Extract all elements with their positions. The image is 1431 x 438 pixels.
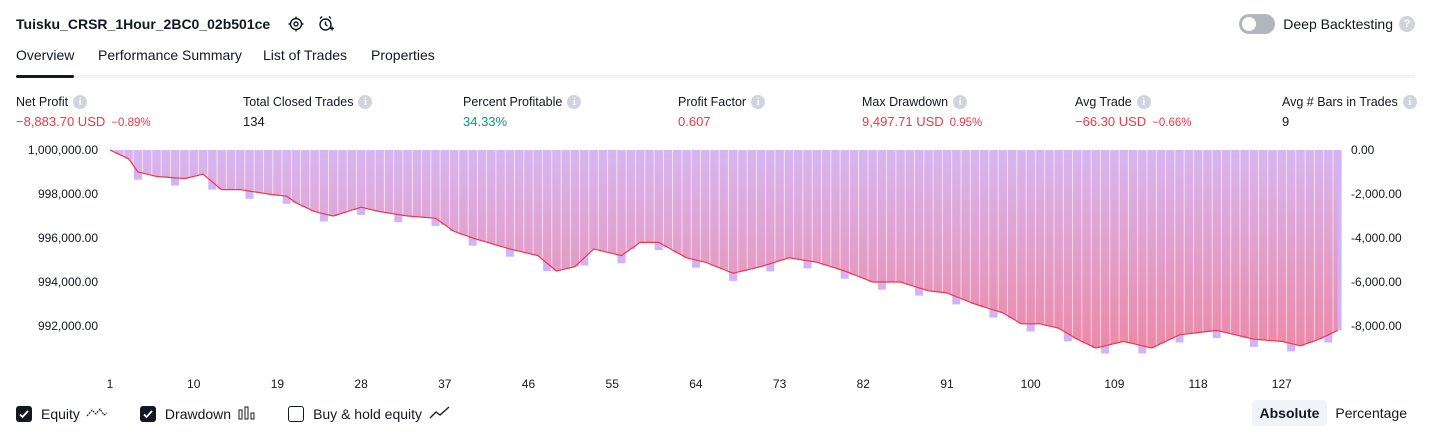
- info-icon[interactable]: i: [567, 95, 582, 109]
- stat-value: 134: [243, 114, 265, 129]
- help-icon[interactable]: ?: [1399, 16, 1415, 32]
- tab-list-of-trades[interactable]: List of Trades: [263, 47, 348, 63]
- right-axis-tick: -4,000.00: [1351, 231, 1402, 245]
- info-icon[interactable]: i: [358, 95, 373, 109]
- chart-legend: Equity Drawdown Buy & hold equity: [16, 403, 483, 425]
- info-icon[interactable]: i: [73, 95, 88, 109]
- x-axis-tick: 100: [1021, 377, 1041, 391]
- stat-label: Avg Trade: [1075, 95, 1132, 109]
- buy-hold-checkbox[interactable]: [288, 406, 305, 422]
- info-icon[interactable]: i: [751, 95, 766, 109]
- stat-percent: −0.89%: [111, 117, 151, 129]
- legend-label: Equity: [41, 406, 80, 422]
- stat-label: Max Drawdown: [862, 95, 949, 109]
- scale-mode-toggle: Absolute Percentage: [1251, 400, 1416, 426]
- x-axis-tick: 73: [773, 377, 787, 391]
- drawdown-checkbox[interactable]: [139, 406, 156, 422]
- x-axis-tick: 109: [1104, 377, 1124, 391]
- add-alert-icon[interactable]: [314, 12, 338, 36]
- stat-label: Avg # Bars in Trades: [1282, 95, 1398, 109]
- stat-avg-trade: Avg Trade i −66.30 USD −0.66%: [1075, 94, 1192, 129]
- x-axis-tick: 91: [940, 377, 954, 391]
- left-axis-tick: 998,000.00: [38, 187, 98, 201]
- tab-performance-summary[interactable]: Performance Summary: [98, 47, 242, 63]
- equity-line-icon: [86, 406, 108, 423]
- x-axis-tick: 1: [107, 377, 114, 391]
- equity-line: [109, 149, 1338, 349]
- x-axis-tick: 82: [857, 377, 871, 391]
- left-axis-tick: 994,000.00: [38, 275, 98, 289]
- x-axis-tick: 55: [606, 377, 620, 391]
- equity-column-lines: [114, 150, 1343, 347]
- stat-value: 0.607: [678, 114, 711, 129]
- left-axis-tick: 992,000.00: [38, 319, 98, 333]
- tab-properties[interactable]: Properties: [371, 47, 435, 63]
- equity-checkbox[interactable]: [16, 406, 32, 422]
- right-axis-tick: 0.00: [1351, 143, 1375, 157]
- legend-label: Buy & hold equity: [313, 406, 423, 422]
- stat-percent: 0.95%: [949, 117, 983, 129]
- stat-value: 34.33%: [463, 114, 508, 129]
- x-axis-tick: 19: [271, 377, 285, 391]
- x-axis-tick: 10: [187, 377, 201, 391]
- strategy-header: Tuisku_CRSR_1Hour_2BC0_02b501ce: [16, 12, 344, 36]
- stat-value: 9: [1282, 114, 1290, 129]
- stat-max-drawdown: Max Drawdown i 9,497.71 USD 0.95%: [862, 94, 982, 129]
- stat-label: Net Profit: [16, 95, 69, 109]
- toggle-knob: [1242, 17, 1257, 31]
- right-axis-tick: -2,000.00: [1351, 187, 1402, 201]
- left-axis-tick: 996,000.00: [38, 231, 98, 245]
- absolute-button[interactable]: Absolute: [1251, 400, 1328, 426]
- deep-backtesting: Deep Backtesting ?: [1239, 12, 1415, 36]
- deep-backtesting-label: Deep Backtesting: [1283, 16, 1393, 32]
- stat-label: Percent Profitable: [463, 95, 563, 109]
- stat-value: 9,497.71 USD: [862, 114, 944, 129]
- equity-chart[interactable]: 1,000,000.00 998,000.00 996,000.00 994,000.…: [0, 140, 1431, 398]
- legend-buy-hold[interactable]: Buy & hold equity: [288, 406, 451, 423]
- stat-total-closed-trades: Total Closed Trades i 134: [243, 94, 373, 129]
- right-axis: 0.00 -2,000.00 -4,000.00 -6,000.00 -8,000.00: [1351, 143, 1402, 333]
- stat-percent-profitable: Percent Profitable i 34.33%: [463, 94, 582, 129]
- equity-area: [110, 150, 1338, 348]
- stat-percent: −0.66%: [1152, 117, 1192, 129]
- left-axis: 1,000,000.00 998,000.00 996,000.00 994,000.…: [28, 143, 98, 333]
- x-axis-tick: 64: [689, 377, 703, 391]
- stat-profit-factor: Profit Factor i 0.607: [678, 94, 766, 129]
- drawdown-bars-icon: [238, 406, 256, 423]
- x-axis: 1 10 19 28 37 46 55 64 73 82 91 100 109 118 127: [107, 377, 1292, 391]
- tab-overview[interactable]: Overview: [16, 47, 75, 78]
- x-axis-tick: 28: [354, 377, 368, 391]
- deep-backtesting-toggle[interactable]: [1239, 14, 1276, 34]
- trend-line-icon: [429, 406, 451, 423]
- stat-value: −66.30 USD: [1075, 114, 1147, 129]
- gear-icon[interactable]: [284, 12, 308, 36]
- legend-equity[interactable]: Equity: [16, 406, 108, 423]
- x-axis-tick: 37: [438, 377, 452, 391]
- strategy-title: Tuisku_CRSR_1Hour_2BC0_02b501ce: [16, 16, 271, 32]
- stat-label: Total Closed Trades: [243, 95, 354, 109]
- legend-label: Drawdown: [164, 406, 232, 422]
- stat-value: −8,883.70 USD: [16, 114, 106, 129]
- stat-avg-bars: Avg # Bars in Trades i 9: [1282, 94, 1417, 129]
- tab-bar: Overview Performance Summary List of Tra…: [16, 47, 1415, 78]
- stat-net-profit: Net Profit i −8,883.70 USD −0.89%: [16, 94, 151, 129]
- x-axis-tick: 127: [1272, 377, 1292, 391]
- percentage-button[interactable]: Percentage: [1335, 405, 1407, 421]
- right-axis-tick: -6,000.00: [1351, 275, 1402, 289]
- x-axis-tick: 118: [1189, 377, 1208, 391]
- stat-label: Profit Factor: [678, 95, 747, 109]
- x-axis-tick: 46: [522, 377, 536, 391]
- info-icon[interactable]: i: [1402, 95, 1417, 109]
- left-axis-tick: 1,000,000.00: [28, 143, 98, 157]
- right-axis-tick: -8,000.00: [1351, 319, 1402, 333]
- legend-drawdown[interactable]: Drawdown: [139, 406, 256, 423]
- info-icon[interactable]: i: [1136, 95, 1151, 109]
- info-icon[interactable]: i: [953, 95, 968, 109]
